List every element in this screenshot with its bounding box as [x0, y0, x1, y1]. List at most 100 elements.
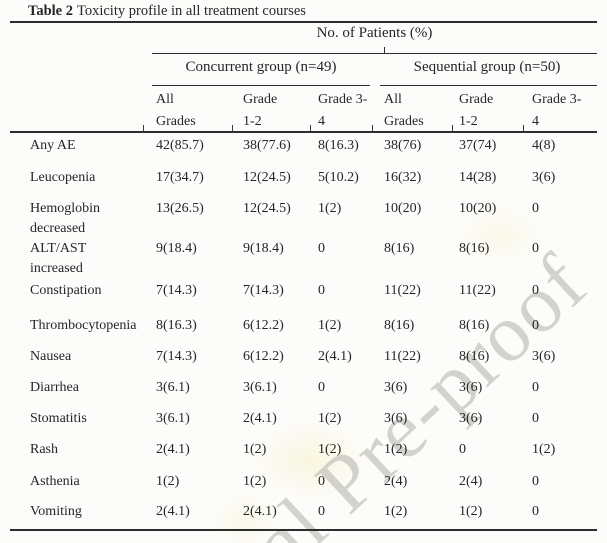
row-label: Vomiting	[30, 504, 82, 519]
table-row-constipation: Constipation 7(14.3) 7(14.3) 0 11(22) 11…	[30, 283, 597, 298]
table-row-diarrhea: Diarrhea 3(6.1) 3(6.1) 0 3(6) 3(6) 0	[30, 380, 597, 395]
tick-col-6	[523, 125, 525, 132]
cell-value: 3(6.1)	[156, 380, 190, 395]
table-caption-number: Table 2	[28, 3, 73, 19]
cell-value: 0	[532, 474, 539, 489]
cell-value: 3(6)	[532, 349, 556, 364]
row-label: Leucopenia	[30, 170, 96, 185]
patients-span-header: No. of Patients (%)	[316, 25, 433, 41]
table-row-stomatitis: Stomatitis 3(6.1) 2(4.1) 1(2) 3(6) 3(6) …	[30, 411, 597, 426]
row-label: Constipation	[30, 283, 102, 298]
cell-value: 2(4)	[384, 474, 408, 489]
table-row-alt-ast-increased: ALT/AST increased 9(18.4) 9(18.4) 0 8(16…	[30, 241, 597, 276]
tick-col-5	[452, 125, 454, 132]
cell-value: 0	[318, 504, 325, 519]
subheader-all-grades-concurrent: All Grades	[156, 92, 196, 129]
cell-value: 8(16.3)	[318, 138, 359, 153]
cell-value: 1(2)	[459, 504, 483, 519]
table-caption: Table 2 Toxicity profile in all treatment…	[28, 3, 306, 20]
cell-value: 1(2)	[532, 442, 556, 457]
table-row-rash: Rash 2(4.1) 1(2) 1(2) 1(2) 0 1(2)	[30, 442, 597, 457]
cell-value: 2(4.1)	[318, 349, 352, 364]
cell-value: 3(6)	[384, 411, 408, 426]
cell-value: 0	[532, 380, 539, 395]
tick-group-divider	[384, 47, 386, 53]
cell-value: 11(22)	[459, 283, 496, 298]
cell-value: 7(14.3)	[243, 283, 284, 298]
cell-value: 0	[532, 241, 539, 256]
cell-value: 38(76)	[384, 138, 422, 153]
cell-value: 12(24.5)	[243, 201, 291, 216]
row-label: Diarrhea	[30, 380, 79, 395]
cell-value: 0	[532, 411, 539, 426]
cell-value: 3(6)	[459, 411, 483, 426]
row-label: Stomatitis	[30, 411, 87, 426]
cell-value: 0	[318, 283, 325, 298]
row-label: Any AE	[30, 138, 76, 153]
cell-value: 3(6)	[384, 380, 408, 395]
cell-value: 37(74)	[459, 138, 497, 153]
cell-value: 0	[532, 504, 539, 519]
subheader-row: All Grades Grade 1-2 Grade 3- 4 All Grad…	[30, 92, 597, 129]
cell-value: 8(16)	[459, 241, 490, 256]
cell-value: 0	[459, 442, 466, 457]
cell-value: 8(16)	[384, 241, 415, 256]
table-row-leucopenia: Leucopenia 17(34.7) 12(24.5) 5(10.2) 16(…	[30, 170, 597, 185]
rule-bottom	[10, 529, 597, 531]
rule-header-bottom	[10, 131, 597, 133]
cell-value: 12(24.5)	[243, 170, 291, 185]
cell-value: 8(16)	[459, 318, 490, 333]
cell-value: 13(26.5)	[156, 201, 204, 216]
table-row-thrombocytopenia: Thrombocytopenia 8(16.3) 6(12.2) 1(2) 8(…	[30, 318, 597, 333]
cell-value: 9(18.4)	[243, 241, 284, 256]
cell-value: 1(2)	[384, 442, 408, 457]
subheader-grade12-sequential: Grade 1-2	[459, 92, 494, 129]
cell-value: 11(22)	[384, 283, 421, 298]
rule-under-patients	[152, 53, 597, 55]
tick-col-2	[232, 125, 234, 132]
cell-value: 6(12.2)	[243, 349, 284, 364]
cell-value: 4(8)	[532, 138, 556, 153]
cell-value: 2(4.1)	[156, 504, 190, 519]
subheader-grade34-concurrent: Grade 3- 4	[318, 92, 368, 129]
cell-value: 7(14.3)	[156, 283, 197, 298]
cell-value: 1(2)	[384, 504, 408, 519]
cell-value: 2(4.1)	[156, 442, 190, 457]
subheader-grade34-sequential: Grade 3- 4	[532, 92, 582, 129]
cell-value: 1(2)	[318, 318, 342, 333]
row-label: Hemoglobin decreased	[30, 201, 100, 236]
cell-value: 0	[532, 318, 539, 333]
rule-under-concurrent	[152, 85, 370, 87]
cell-value: 16(32)	[384, 170, 422, 185]
cell-value: 10(20)	[384, 201, 422, 216]
concurrent-group-header: Concurrent group (n=49)	[185, 59, 337, 75]
tick-col-3	[310, 125, 312, 132]
cell-value: 1(2)	[318, 442, 342, 457]
cell-value: 9(18.4)	[156, 241, 197, 256]
table-caption-title: Toxicity profile in all treatment course…	[77, 3, 306, 19]
cell-value: 14(28)	[459, 170, 497, 185]
cell-value: 3(6.1)	[156, 411, 190, 426]
cell-value: 1(2)	[156, 474, 180, 489]
subheader-all-grades-sequential: All Grades	[384, 92, 424, 129]
cell-value: 7(14.3)	[156, 349, 197, 364]
cell-value: 0	[532, 201, 539, 216]
subheader-grade12-concurrent: Grade 1-2	[243, 92, 278, 129]
cell-value: 2(4)	[459, 474, 483, 489]
cell-value: 17(34.7)	[156, 170, 204, 185]
table-row-asthenia: Asthenia 1(2) 1(2) 0 2(4) 2(4) 0	[30, 474, 597, 489]
tick-col-1	[143, 125, 145, 132]
subheader-spacer	[30, 92, 156, 129]
cell-value: 1(2)	[243, 442, 267, 457]
table-row-hemoglobin-decreased: Hemoglobin decreased 13(26.5) 12(24.5) 1…	[30, 201, 597, 236]
cell-value: 8(16)	[459, 349, 490, 364]
rule-top	[10, 21, 597, 23]
cell-value: 0	[318, 474, 325, 489]
cell-value: 38(77.6)	[243, 138, 291, 153]
cell-value: 3(6)	[532, 170, 556, 185]
table-row-any-ae: Any AE 42(85.7) 38(77.6) 8(16.3) 38(76) …	[30, 138, 597, 153]
cell-value: 3(6)	[459, 380, 483, 395]
cell-value: 0	[318, 380, 325, 395]
rule-under-sequential	[380, 85, 597, 87]
cell-value: 2(4.1)	[243, 411, 277, 426]
